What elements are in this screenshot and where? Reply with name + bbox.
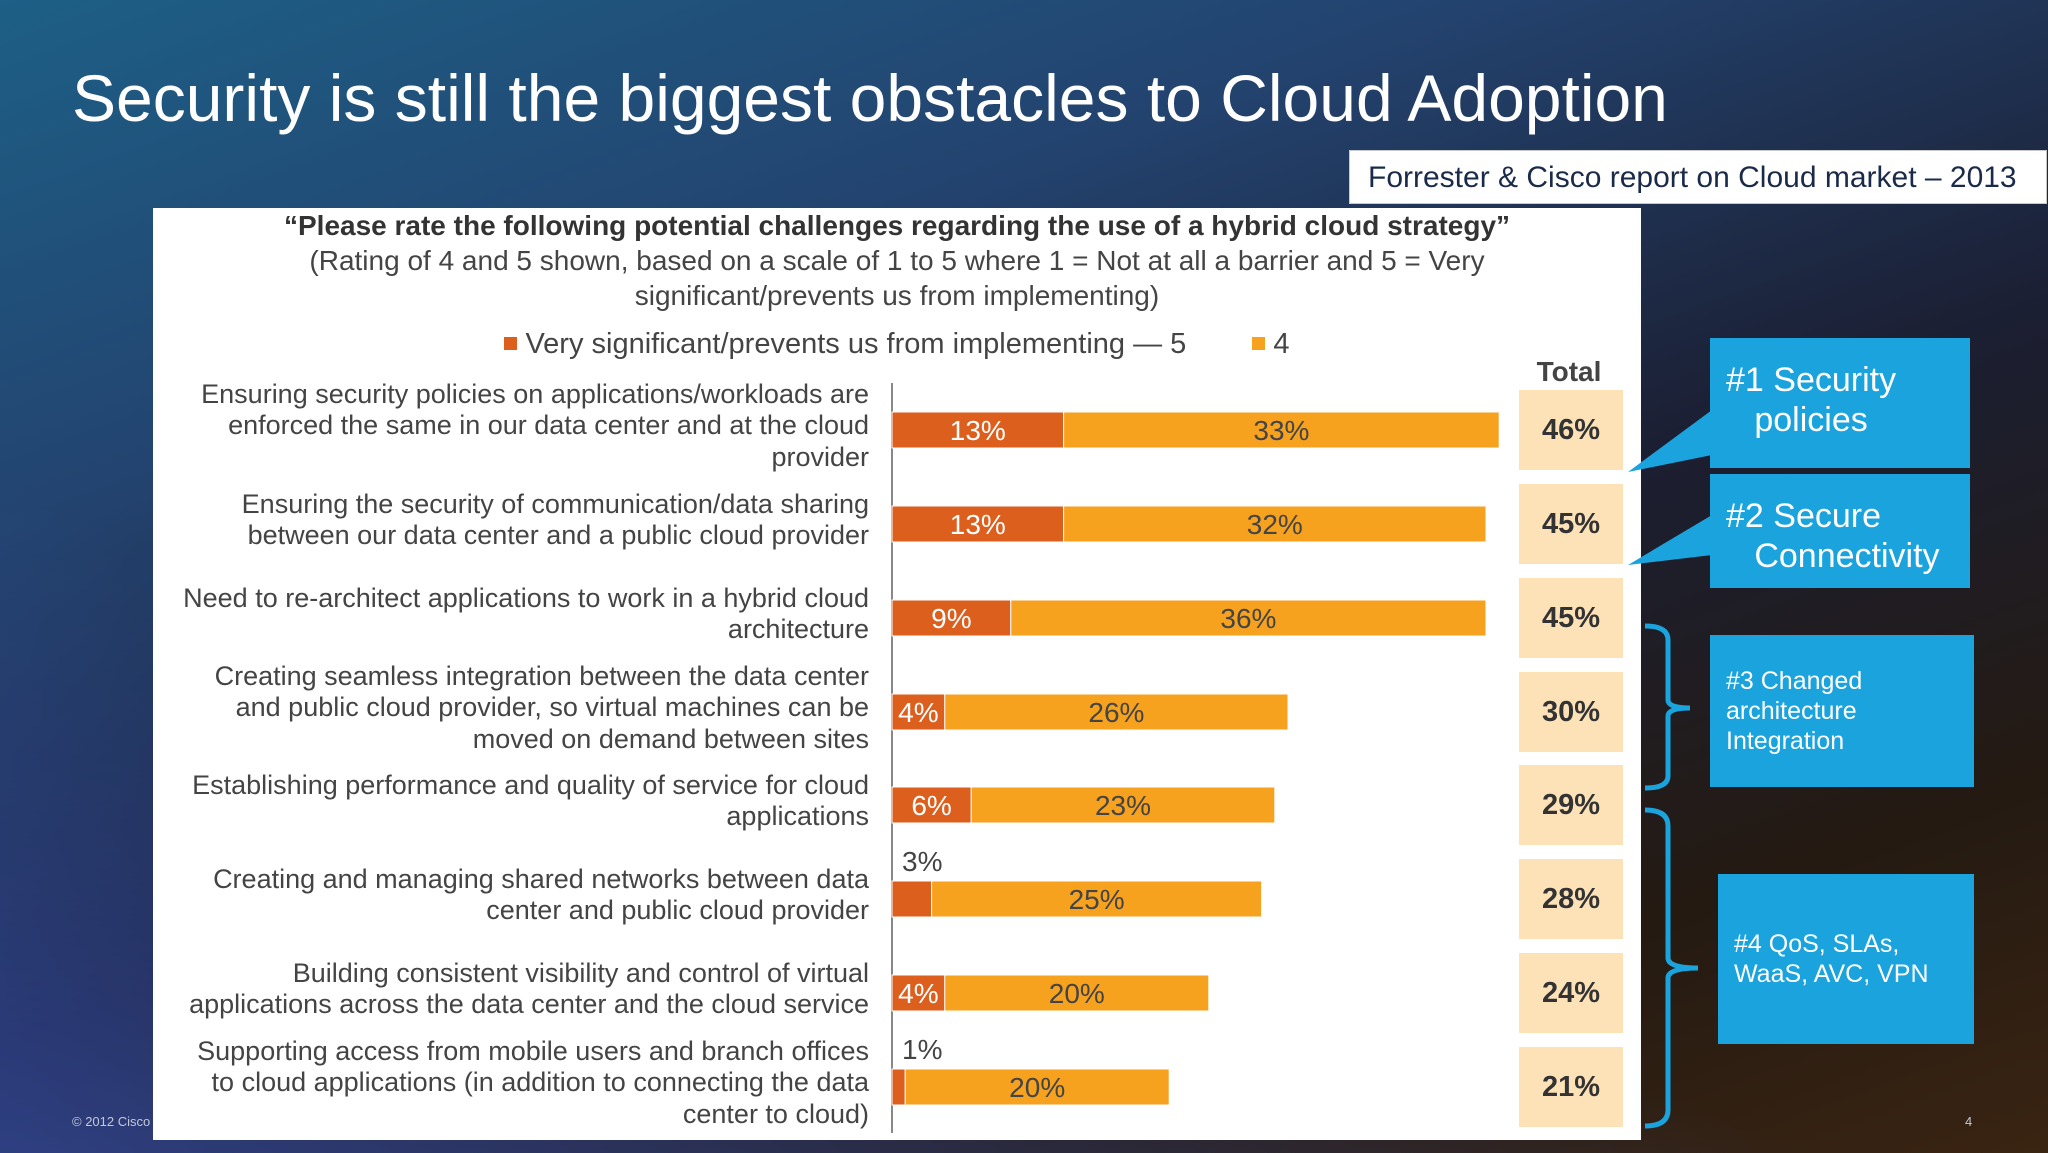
data-label-5-7: 1% [902, 1034, 942, 1065]
footer-page-number: 4 [1965, 1114, 1973, 1129]
data-label-4-3: 26% [1088, 697, 1144, 728]
category-label: Ensuring the security of communication/d… [153, 489, 869, 552]
data-label-5-6: 4% [898, 978, 938, 1009]
question-subtitle-2: significant/prevents us from implementin… [634, 280, 1160, 311]
bar-5-2 [891, 599, 1012, 637]
total-value: 45% [1519, 578, 1623, 658]
legend-label-4: 4 [1273, 328, 1290, 360]
bar-4-3 [944, 693, 1289, 731]
data-label-5-3: 4% [898, 697, 938, 728]
data-label-4-0: 33% [1253, 415, 1309, 446]
category-label-line: Ensuring security policies on applicatio… [201, 378, 869, 409]
data-label-4-6: 20% [1049, 978, 1105, 1009]
category-label-line: to cloud applications (in addition to co… [211, 1067, 869, 1098]
total-value: 30% [1519, 672, 1623, 752]
data-label-4-1: 32% [1247, 509, 1303, 540]
bar-4-2 [1010, 599, 1487, 637]
legend-label-5: Very significant/prevents us from implem… [525, 328, 1187, 360]
category-label: Ensuring security policies on applicatio… [153, 379, 869, 474]
bar-4-7 [904, 1068, 1170, 1106]
total-value: 24% [1519, 953, 1623, 1033]
category-label: Building consistent visibility and contr… [153, 958, 869, 1021]
slide-title: Security is still the biggest obstacles … [72, 61, 1668, 135]
question-title: “Please rate the following potential cha… [283, 210, 1511, 241]
callout-secure-connectivity: #2 Secure Connectivity [1710, 474, 1970, 588]
callout-qos: #4 QoS, SLAs, WaaS, AVC, VPN [1718, 874, 1974, 1044]
bar-5-5 [891, 880, 933, 918]
category-label-line: Creating seamless integration between th… [214, 660, 869, 691]
bar-5-1 [891, 505, 1065, 543]
data-label-4-7: 20% [1009, 1072, 1065, 1103]
data-label-4-5: 25% [1069, 884, 1125, 915]
category-label-line: center to cloud) [682, 1098, 869, 1129]
category-label: Need to re-architect applications to wor… [153, 583, 869, 646]
total-value: 46% [1519, 390, 1623, 470]
legend-swatch-5 [504, 337, 518, 351]
callout-security-policies: #1 Security policies [1710, 338, 1970, 468]
total-value: 28% [1519, 859, 1623, 939]
bar-4-0 [1063, 411, 1500, 449]
category-label: Creating and managing shared networks be… [153, 864, 869, 927]
legend-swatch-4 [1252, 337, 1266, 351]
category-label-line: moved on demand between sites [472, 723, 869, 754]
data-label-5-4: 6% [911, 790, 951, 821]
category-label-line: Supporting access from mobile users and … [197, 1035, 869, 1066]
bar-chart: 13% 33% 13% 32% 9% 36% 4% 26% 6% 23% 3% 25% 4% 20% 1% 2… [891, 383, 1500, 1133]
data-label-5-1: 13% [950, 509, 1006, 540]
bar-5-4 [891, 786, 972, 824]
data-label-5-5: 3% [902, 846, 942, 877]
bar-4-1 [1063, 505, 1487, 543]
category-label-line: Ensuring the security of communication/d… [241, 488, 869, 519]
category-label-line: and public cloud provider, so virtual ma… [235, 692, 869, 723]
category-label: Supporting access from mobile users and … [153, 1036, 869, 1131]
bracket-integration [1644, 623, 1691, 791]
category-label-line: applications [726, 801, 869, 831]
category-label-line: Establishing performance and quality of … [192, 769, 869, 800]
chart-panel: “Please rate the following potential cha… [153, 208, 1641, 1140]
data-label-4-2: 36% [1220, 603, 1276, 634]
data-label-5-2: 9% [931, 603, 971, 634]
total-value: 45% [1519, 484, 1623, 564]
category-label: Creating seamless integration between th… [153, 661, 869, 756]
category-label-line: Creating and managing shared networks be… [213, 863, 869, 894]
bar-4-6 [944, 974, 1210, 1012]
category-label: Establishing performance and quality of … [153, 770, 869, 833]
bar-4-4 [970, 786, 1276, 824]
bracket-qos [1644, 807, 1699, 1129]
category-label-line: between our data center and a public clo… [247, 520, 869, 550]
category-label-line: applications across the data center and … [189, 989, 869, 1019]
callout-changed-architecture: #3 Changed architecture Integration [1710, 635, 1974, 787]
total-value: 21% [1519, 1047, 1623, 1127]
total-value: 29% [1519, 765, 1623, 845]
chart-legend: Very significant/prevents us from implem… [153, 328, 1641, 361]
bar-4-5 [931, 880, 1263, 918]
category-label-line: provider [771, 441, 869, 472]
category-label-line: center and public cloud provider [486, 895, 869, 925]
data-label-5-0: 13% [950, 415, 1006, 446]
footer-copyright: © 2012 Cisco [72, 1114, 151, 1129]
category-label-line: Need to re-architect applications to wor… [183, 582, 869, 613]
category-label-line: Building consistent visibility and contr… [292, 957, 869, 988]
source-note: Forrester & Cisco report on Cloud market… [1349, 150, 2047, 204]
category-label-line: enforced the same in our data center and… [228, 410, 869, 441]
category-label-line: architecture [727, 614, 869, 644]
bar-5-7 [891, 1068, 906, 1106]
data-label-4-4: 23% [1095, 790, 1151, 821]
question-subtitle-1: (Rating of 4 and 5 shown, based on a sca… [309, 245, 1485, 276]
total-header: Total [1536, 356, 1602, 387]
